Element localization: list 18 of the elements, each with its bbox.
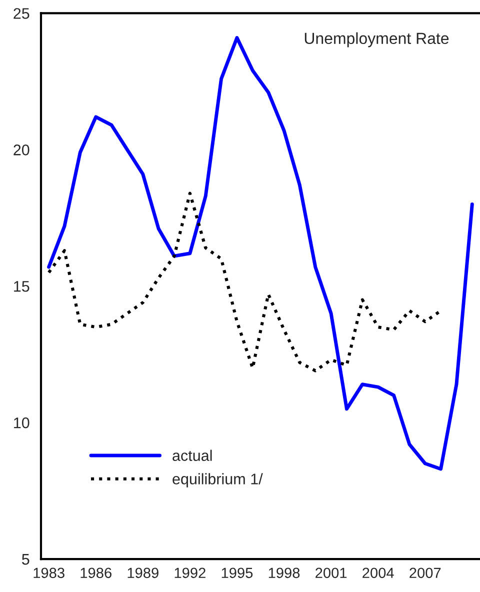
- y-tick-label: 5: [22, 554, 30, 565]
- x-tick-label: 1983: [34, 568, 64, 578]
- x-tick-label: 1989: [128, 568, 158, 578]
- legend-label: equilibrium 1/: [172, 473, 263, 488]
- y-tick-label: 20: [14, 144, 30, 156]
- line-series: [47, 192, 442, 372]
- y-tick-label: 15: [14, 281, 30, 292]
- text: Unemployment Rate: [304, 32, 449, 48]
- x-tick-label: 1995: [222, 568, 253, 578]
- y-tick-label: 10: [14, 417, 30, 428]
- x-tick-label: 2001: [316, 568, 347, 578]
- x-tick-label: 2007: [410, 568, 441, 578]
- x-tick-label: 1986: [80, 568, 112, 578]
- legend-label: actual: [172, 450, 212, 461]
- x-tick-label: 2004: [362, 568, 394, 578]
- x-tick-label: 1992: [174, 568, 206, 578]
- y-tick-label: 25: [14, 8, 30, 19]
- x-tick-label: 1998: [268, 568, 300, 578]
